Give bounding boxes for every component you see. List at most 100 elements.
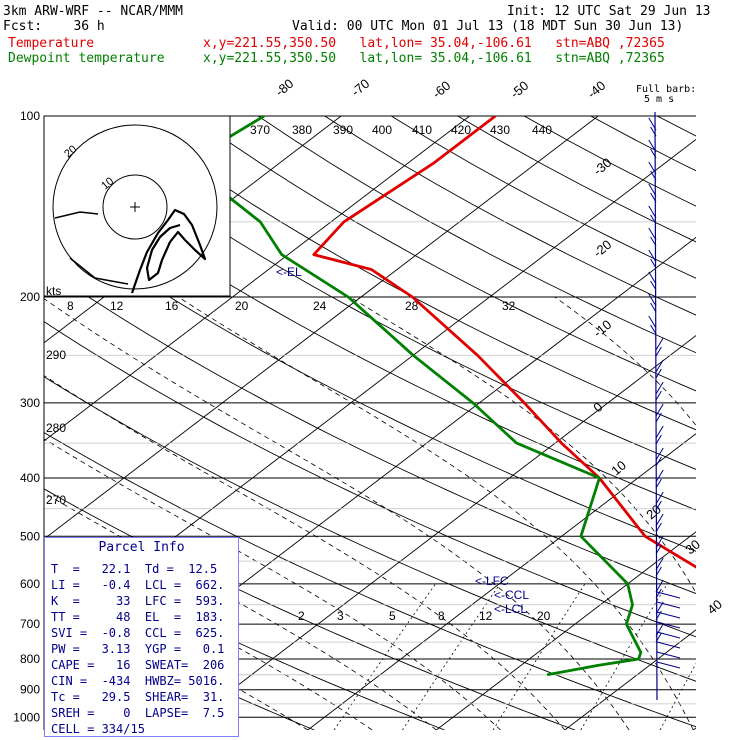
pressure-tick-label: 800 [20,652,40,666]
hodograph-trace-segment [54,211,99,219]
isotherm-line [44,116,470,442]
wind-barb [656,621,681,629]
mixing-ratio-label: 2 [298,609,305,623]
hodograph-speed-label: 32 [502,299,516,313]
parcel-info-row: LI = -0.4 LCL = 662. [51,578,225,592]
wind-barb [648,271,657,285]
wind-barb [656,611,681,619]
wind-barb [655,588,662,599]
parcel-info-row: Tc = 29.5 SHEAR= 31. [51,690,225,704]
hodograph-speed-label: 24 [313,299,327,313]
wind-barb [655,359,664,373]
hodograph-kts-label: kts [46,284,61,298]
parcel-info-row: K = 33 LFC = 593. [51,594,225,608]
init-time: Init: 12 UTC Sat 29 Jun 13 [507,4,711,19]
isotherm-line [179,335,696,730]
wind-barb [656,661,681,669]
wind-barb [656,591,681,599]
ccl-level-label: <-CCL [494,588,529,602]
hodograph-frame [43,115,231,297]
valid-time: Valid: 00 UTC Mon 01 Jul 13 (18 MDT Sun … [292,19,684,34]
pressure-tick-label: 100 [20,109,40,123]
dewpoint-profile [202,116,643,677]
pressure-tick-label: 400 [20,471,40,485]
dry-adiabat-line [44,266,696,594]
parcel-info-title: Parcel Info [98,540,185,555]
wind-barb [648,315,657,329]
wind-barb [648,205,657,219]
theta-label: 290 [46,348,66,362]
wind-barb [656,641,681,649]
theta-label: 430 [490,123,510,137]
wind-barb [648,293,657,307]
wind-barb [650,192,657,203]
mixing-ratio-line [402,583,501,730]
theta-label: 410 [412,123,432,137]
wind-barb [655,456,662,467]
mixing-ratio-label: 3 [337,609,344,623]
pressure-tick-label: 900 [20,683,40,697]
isotherm-line [307,433,696,730]
wind-barb [648,139,657,153]
barb-legend-line1: Full barb: [636,84,697,95]
wind-barb [655,346,662,357]
theta-label: 400 [372,123,392,137]
mixing-ratio-line [659,662,696,730]
wind-barb [655,566,662,577]
sounding-profiles [202,116,696,677]
moist-adiabat-line [178,296,694,730]
wind-barb [656,601,681,609]
theta-label: 390 [333,123,353,137]
parcel-info-row: TT = 48 EL = 183. [51,610,225,624]
wind-barb [655,544,662,555]
pressure-tick-label: 700 [20,617,40,631]
moist-adiabat-line [44,298,630,730]
mixing-ratio-label: 8 [438,609,445,623]
wind-barb [655,535,664,549]
dewpoint-legend: Dewpoint temperature [8,51,165,66]
wind-barb [655,381,664,395]
pressure-tick-label: 500 [20,529,40,543]
wind-barb [655,425,664,439]
wind-barb [650,214,657,225]
dewpoint-station-info: x,y=221.55,350.50 lat,lon= 35.04,-106.61… [203,51,665,66]
mixing-ratio-line [333,583,436,730]
wind-barb [655,500,662,511]
temperature-station-info: x,y=221.55,350.50 lat,lon= 35.04,-106.61… [203,36,665,51]
mixing-ratio-label: 20 [537,609,551,623]
wind-barb [655,434,662,445]
wind-barb [650,148,657,159]
theta-label: 420 [451,123,471,137]
hodograph-trace [130,208,207,294]
dry-adiabat-line [44,321,696,638]
dry-adiabat-line [124,116,696,431]
wind-barb [648,161,657,175]
wind-barb [648,183,657,197]
wind-barb [650,258,657,269]
mixing-ratio-line [492,583,586,730]
wind-barb [655,390,662,401]
pressure-tick-label: 200 [20,290,40,304]
wind-barb [650,280,657,291]
temperature-legend: Temperature [8,36,95,51]
pressure-tick-label: 300 [20,396,40,410]
hodograph-ring [52,124,218,290]
wind-barb [655,491,664,505]
wind-barb [648,227,657,241]
wind-barb [655,579,664,593]
wind-barb [650,170,657,181]
dry-adiabat-line [44,157,696,511]
wind-barb [655,337,664,351]
hodograph-ring [102,174,168,240]
dry-adiabat-line [191,116,696,392]
hodograph-speed-label: 28 [405,299,419,313]
model-title: 3km ARW-WRF -- NCAR/MMM [3,4,184,19]
isotherm-line [436,531,696,730]
pressure-tick-label: 600 [20,577,40,591]
dry-adiabat-line [44,211,696,552]
pressure-tick-label: 1000 [13,710,40,724]
wind-barb [648,249,657,263]
wind-barb [648,117,657,131]
parcel-info-box: Parcel Info T = 22.1 Td = 12.5 LI = -0.4 … [44,537,239,737]
